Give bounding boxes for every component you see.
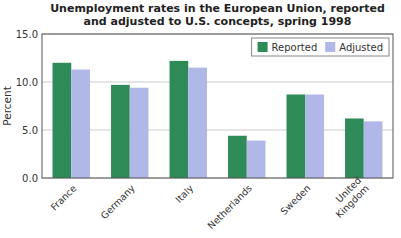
x-tick-line: Italy xyxy=(173,182,196,205)
chart: Unemployment rates in the European Union… xyxy=(0,0,401,238)
bar xyxy=(305,94,324,178)
x-tick-label: Germany xyxy=(98,182,137,221)
y-tick-label: 15.0 xyxy=(16,29,38,40)
legend-label: Adjusted xyxy=(339,42,383,53)
legend-box xyxy=(252,38,389,56)
y-axis-label: Percent xyxy=(1,86,13,126)
x-tick-label: Sweden xyxy=(278,182,312,216)
x-tick-label: Italy xyxy=(173,182,196,205)
bar xyxy=(364,121,383,178)
plot-frame xyxy=(42,34,393,178)
title-line: and adjusted to U.S. concepts, spring 19… xyxy=(84,15,352,28)
x-tick-line: Germany xyxy=(98,182,137,221)
grid-line xyxy=(42,82,393,83)
x-tick-line: Kingdom xyxy=(333,182,370,219)
bars xyxy=(53,61,383,178)
bar xyxy=(53,63,72,178)
bar xyxy=(228,136,247,178)
x-tick-label: UnitedKingdom xyxy=(326,175,371,220)
x-tick-line: Sweden xyxy=(278,182,312,216)
y-tick-label: 10.0 xyxy=(16,77,38,88)
bar xyxy=(188,68,207,178)
legend: Reported Adjusted xyxy=(258,42,383,53)
grid-line xyxy=(42,130,393,131)
bar xyxy=(71,70,90,178)
bar xyxy=(287,94,306,178)
bar xyxy=(130,88,149,178)
bar xyxy=(247,141,266,178)
legend-label: Reported xyxy=(272,42,318,53)
bar xyxy=(111,85,130,178)
legend-swatch xyxy=(325,42,335,52)
x-tick-line: Netherlands xyxy=(205,182,254,231)
y-tick-label: 5.0 xyxy=(22,125,38,136)
bar xyxy=(345,118,364,178)
bar xyxy=(170,61,189,178)
x-tick-line: France xyxy=(48,182,78,212)
y-tick-label: 0.0 xyxy=(22,173,38,184)
title-line: Unemployment rates in the European Union… xyxy=(50,2,385,15)
legend-swatch xyxy=(258,42,268,52)
x-tick-label: Netherlands xyxy=(205,182,254,231)
title: Unemployment rates in the European Union… xyxy=(50,2,385,28)
x-tick-label: France xyxy=(48,182,78,212)
